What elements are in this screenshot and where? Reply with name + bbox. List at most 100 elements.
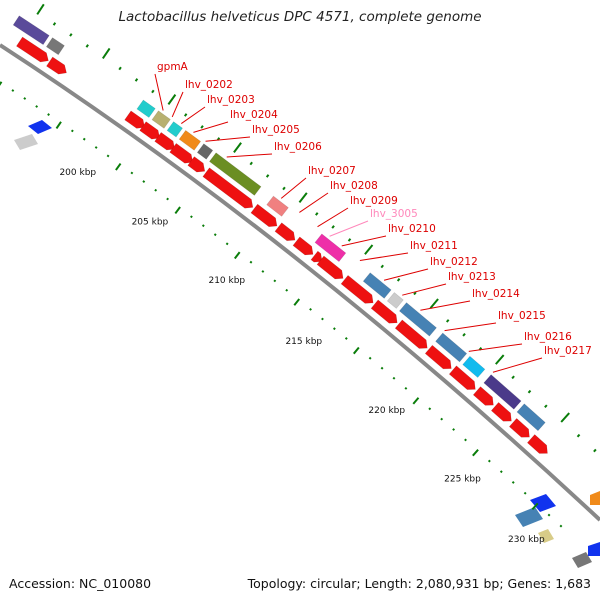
scale-tick: [527, 389, 532, 394]
map-title: Lactobacillus helveticus DPC 4571, compl…: [118, 9, 482, 25]
gene-block: [462, 355, 486, 378]
leader-line: [193, 121, 229, 133]
gene-block: [572, 552, 592, 568]
leader-line: [154, 73, 164, 111]
accession-text: Accession: NC_010080: [9, 576, 152, 591]
gene-label: lhv_0215: [498, 310, 546, 322]
gene-arrow: [124, 110, 146, 129]
scale-tick: [559, 524, 563, 528]
gene-arrow: [370, 299, 398, 324]
scale-tick: [429, 298, 439, 309]
scale-tick: [413, 291, 417, 296]
gene-label: lhv_0204: [230, 109, 278, 121]
scale-tick: [404, 386, 408, 390]
gene-arrow: [310, 250, 323, 263]
kbp-label: 215 kbp: [285, 337, 322, 347]
scale-tick: [523, 491, 527, 495]
scale-tick: [440, 417, 444, 421]
gene-label: lhv_0213: [448, 271, 496, 283]
gene-arrow: [526, 434, 548, 454]
gene-block: [12, 15, 50, 46]
scale-tick: [364, 244, 374, 255]
scale-tick: [392, 376, 396, 380]
scale-tick: [547, 513, 551, 517]
scale-tick: [233, 142, 242, 153]
gene-label: lhv_0209: [350, 195, 398, 207]
kbp-label: 225 kbp: [444, 474, 481, 484]
leader-line: [280, 177, 307, 199]
scale-tick: [142, 180, 146, 183]
scale-tick: [85, 44, 89, 48]
scale-tick: [544, 404, 548, 409]
scale-tick: [200, 125, 204, 129]
scale-tick: [190, 215, 193, 219]
scale-tick: [55, 121, 62, 130]
gene-block: [45, 37, 65, 56]
gene-label: gpmA: [157, 61, 189, 73]
gene-block: [516, 403, 546, 432]
scale-tick: [102, 47, 111, 59]
gene-arrow: [139, 121, 161, 140]
scale-tick: [511, 481, 515, 484]
gene-block: [386, 292, 404, 309]
scale-tick: [130, 171, 134, 175]
scale-tick: [0, 81, 3, 86]
gene-block: [515, 507, 543, 527]
gene-arrow: [15, 36, 49, 63]
gene-block: [538, 529, 554, 543]
scale-tick: [282, 186, 286, 191]
kbp-label: 220 kbp: [368, 406, 405, 416]
scale-tick: [412, 397, 420, 405]
scale-tick: [495, 354, 505, 365]
gene-block: [266, 195, 289, 217]
gene-label: lhv_0203: [207, 94, 255, 106]
gene-arrow: [340, 274, 374, 304]
leader-line: [383, 268, 429, 281]
leader-line: [299, 192, 329, 213]
leader-line: [329, 220, 369, 237]
scale-tick: [499, 470, 503, 474]
scale-tick: [352, 346, 360, 355]
scale-tick: [396, 278, 401, 282]
gene-block: [435, 332, 468, 363]
scale-tick: [331, 225, 335, 229]
scale-tick: [487, 459, 491, 463]
scale-tick: [115, 163, 122, 171]
scale-tick: [201, 224, 205, 228]
gene-label: lhv_3005: [370, 208, 418, 220]
scale-tick: [298, 192, 308, 203]
gene-block: [362, 272, 392, 299]
gene-label: lhv_0211: [410, 240, 458, 252]
gene-label: lhv_0206: [274, 141, 322, 153]
scale-tick: [531, 502, 539, 510]
leader-line: [181, 106, 206, 124]
gene-arrow: [424, 344, 452, 370]
gene-block: [14, 134, 38, 150]
scale-tick: [347, 238, 352, 242]
scale-tick: [332, 327, 336, 331]
gene-arrow: [508, 417, 530, 438]
gene-block: [28, 120, 52, 134]
leader-line: [492, 357, 543, 373]
gene-label: lhv_0216: [524, 331, 572, 343]
kbp-label: 205 kbp: [132, 218, 169, 228]
scale-tick: [174, 206, 181, 215]
scale-tick: [118, 66, 122, 71]
scale-tick: [315, 212, 319, 216]
gene-label: lhv_0214: [472, 288, 520, 300]
scale-tick: [368, 356, 372, 360]
scale-tick: [380, 264, 384, 269]
gene-block: [483, 374, 522, 410]
scale-tick: [134, 78, 139, 82]
gene-label: lhv_0205: [252, 124, 300, 136]
leader-line: [317, 207, 349, 228]
scale-tick: [249, 260, 253, 264]
scale-tick: [560, 412, 570, 423]
gene-block: [314, 233, 347, 263]
gene-label: lhv_0210: [388, 223, 436, 235]
gene-block: [166, 121, 183, 138]
gene-label: lhv_0212: [430, 256, 478, 268]
kbp-label: 200 kbp: [59, 168, 96, 178]
